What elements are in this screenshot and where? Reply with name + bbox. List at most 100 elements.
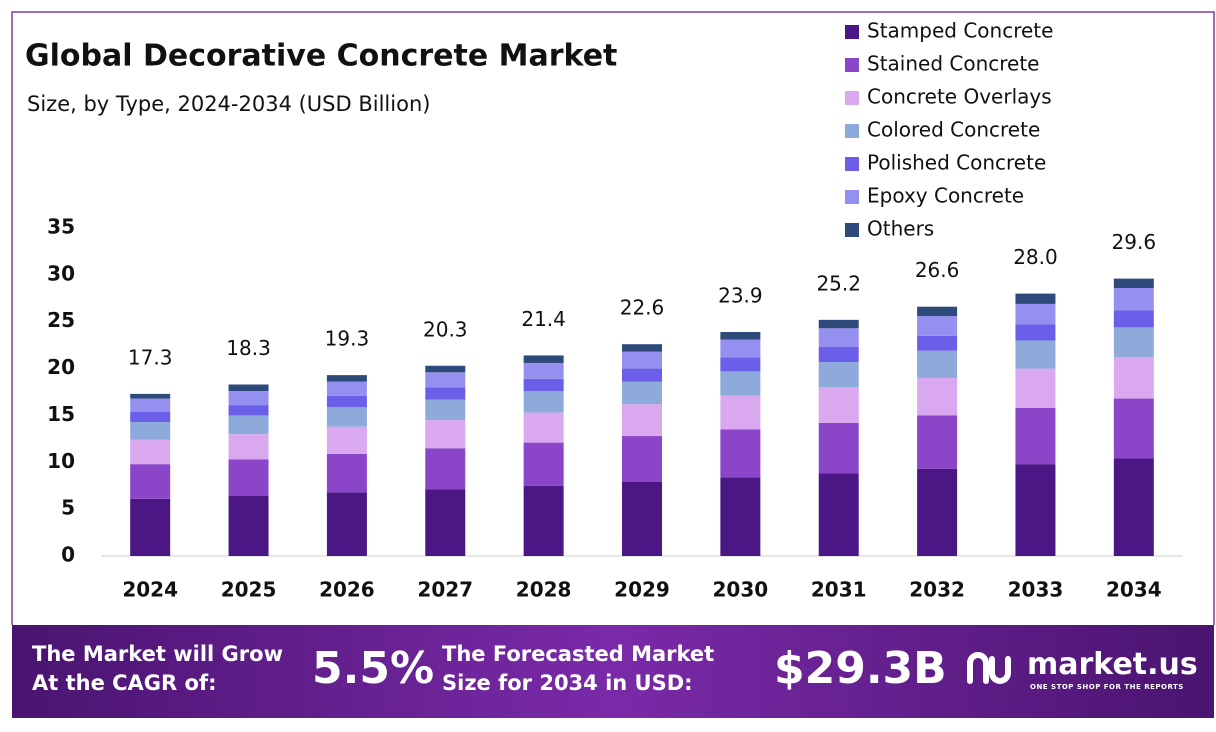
bar-segment (1015, 464, 1056, 556)
bar-segment (622, 381, 662, 405)
bar-segment (326, 406, 367, 427)
bar-segment (917, 316, 958, 336)
bar-segment (720, 395, 761, 430)
bar-segment (425, 420, 466, 449)
bar-segment (1015, 340, 1056, 369)
bar-segment (622, 344, 662, 352)
legend-label: Others (867, 217, 934, 241)
legend-swatch (845, 223, 859, 237)
bar-segment (130, 398, 171, 412)
bar-segment (720, 429, 761, 478)
total-label: 22.6 (620, 296, 665, 320)
legend-label: Stained Concrete (867, 52, 1040, 76)
bar-segment (130, 411, 171, 422)
bar-segment (228, 405, 269, 416)
forecast-line: The Forecasted Market (442, 642, 715, 666)
bar-segment (720, 339, 761, 358)
bar-segment (622, 404, 662, 437)
bar-segment (523, 362, 564, 379)
brand-name: market.us (1027, 647, 1198, 682)
legend-label: Concrete Overlays (867, 85, 1052, 109)
bar-segment (523, 391, 564, 413)
bar-segment (1113, 327, 1154, 358)
bar-segment (720, 371, 761, 396)
chart: Global Decorative Concrete Market Size, … (11, 11, 1215, 625)
bar-segment (425, 387, 466, 400)
bar-segment (425, 399, 466, 421)
bar-segment (1015, 368, 1056, 408)
brand-logo (967, 652, 1011, 684)
bar-segment (1113, 278, 1154, 288)
x-tick-label: 2034 (1106, 578, 1162, 602)
cagr-text: The Market will Grow At the CAGR of: (32, 640, 283, 698)
bar-segment (818, 387, 859, 423)
forecast-text: The Forecasted Market Size for 2034 in US… (442, 640, 714, 698)
bar-segment (228, 496, 269, 556)
bar-segment (326, 395, 367, 407)
bar-segment (523, 412, 564, 443)
bar-segment (326, 375, 367, 382)
bar-segment (818, 362, 859, 388)
bar-segment (523, 442, 564, 486)
x-tick-label: 2033 (1008, 578, 1064, 602)
x-tick-label: 2028 (516, 578, 572, 602)
bar-segment (1015, 324, 1056, 341)
bar-segment (326, 453, 367, 493)
bar-segment (326, 426, 367, 454)
legend-swatch (845, 190, 859, 204)
bar-segment (326, 381, 367, 396)
bar-segment (130, 421, 171, 440)
bar-segment (228, 391, 269, 406)
bar-segment (425, 365, 466, 373)
bar-segment (130, 439, 171, 465)
y-tick-label: 20 (47, 355, 75, 379)
legend-label: Stamped Concrete (867, 19, 1053, 43)
cagr-line: At the CAGR of: (32, 671, 217, 695)
bar-segment (818, 473, 859, 556)
total-label: 26.6 (915, 258, 960, 282)
bar-segment (1113, 357, 1154, 399)
x-tick-label: 2030 (713, 578, 769, 602)
cagr-value: 5.5% (312, 643, 435, 694)
forecast-line: Size for 2034 in USD: (442, 671, 693, 695)
bar-segment (523, 378, 564, 392)
bar-segment (228, 384, 269, 392)
bar-segment (917, 415, 958, 469)
bar-segment (228, 459, 269, 497)
bar-segment (523, 485, 564, 556)
legend-swatch (845, 91, 859, 105)
bar-segment (1113, 310, 1154, 328)
y-tick-label: 10 (47, 449, 75, 473)
bar-segment (917, 306, 958, 317)
bar-segment (523, 355, 564, 363)
bar-segment (425, 372, 466, 388)
bar-segment (917, 468, 958, 556)
y-tick-label: 35 (47, 215, 75, 239)
bar-segment (720, 477, 761, 556)
total-label: 19.3 (325, 327, 370, 351)
total-label: 18.3 (226, 336, 271, 360)
total-label: 28.0 (1013, 245, 1058, 269)
y-tick-label: 30 (47, 261, 75, 285)
total-label: 20.3 (423, 317, 468, 341)
legend-label: Epoxy Concrete (867, 184, 1024, 208)
bar-segment (228, 415, 269, 435)
bar-segment (720, 332, 761, 340)
bar-segment (818, 347, 859, 363)
bar-segment (622, 351, 662, 369)
x-tick-label: 2029 (614, 578, 670, 602)
brand-tagline: ONE STOP SHOP FOR THE REPORTS (1030, 683, 1184, 691)
total-label: 17.3 (128, 345, 173, 369)
bar-segment (326, 492, 367, 556)
bar-segment (1113, 287, 1154, 311)
bar-segment (917, 350, 958, 378)
bar-segment (818, 328, 859, 348)
bar-segment (917, 377, 958, 416)
cagr-line: The Market will Grow (32, 642, 283, 666)
bar-segment (1113, 398, 1154, 459)
legend-label: Colored Concrete (867, 118, 1040, 142)
x-tick-label: 2024 (122, 578, 178, 602)
bar-segment (818, 319, 859, 329)
bar-segment (1015, 293, 1056, 304)
